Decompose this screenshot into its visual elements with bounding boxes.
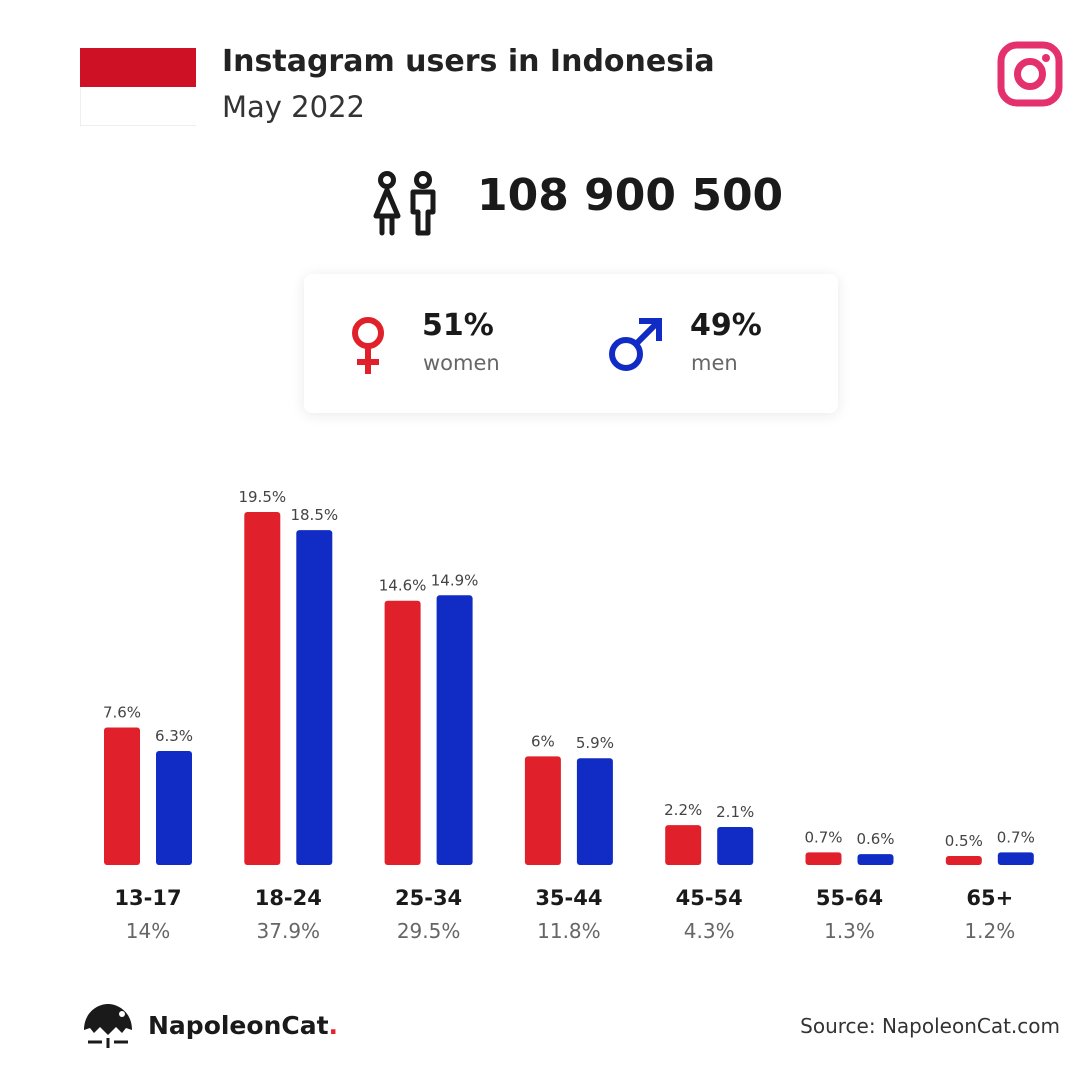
age-group-total: 1.3%: [824, 919, 875, 943]
bar-value-label: 6.3%: [155, 727, 193, 745]
bar-value-label: 5.9%: [576, 734, 614, 752]
indonesia-flag-icon: [80, 48, 196, 126]
bar-women-25-34: [384, 600, 421, 865]
bar-value-label: 14.9%: [431, 571, 479, 589]
bar-men-55-64: [857, 854, 894, 865]
men-label: men: [691, 351, 738, 375]
age-group-total: 1.2%: [964, 919, 1015, 943]
brand-name: NapoleonCat.: [148, 1011, 339, 1040]
bar-value-label: 0.7%: [997, 828, 1035, 846]
bar-women-18-24: [244, 512, 281, 865]
age-group-total: 14%: [126, 919, 170, 943]
age-group-total: 37.9%: [257, 919, 321, 943]
bar-men-25-34: [436, 595, 473, 865]
bar-men-18-24: [296, 530, 333, 865]
age-group-label: 18-24: [255, 886, 322, 910]
instagram-icon: [997, 41, 1063, 107]
total-users: 108 900 500: [477, 170, 784, 221]
age-group-total: 29.5%: [397, 919, 461, 943]
male-symbol-icon: [609, 318, 662, 371]
age-group-label: 55-64: [816, 886, 883, 910]
men-percent: 49%: [690, 308, 762, 343]
bar-value-label: 0.5%: [945, 832, 983, 850]
napoleoncat-logo-icon: [84, 1004, 132, 1048]
page-title: Instagram users in Indonesia: [222, 44, 715, 79]
bar-men-65+: [997, 852, 1034, 865]
page-subtitle: May 2022: [222, 90, 365, 124]
bar-value-label: 0.6%: [856, 830, 894, 848]
bar-men-35-44: [576, 758, 613, 865]
age-group-total: 4.3%: [684, 919, 735, 943]
bar-women-55-64: [805, 852, 842, 865]
bar-men-45-54: [717, 826, 754, 865]
bar-women-13-17: [104, 727, 140, 865]
age-gender-bar-chart: 7.6% 6.3% 13-17 14% 19.5%18.5% 18-24 37.9% 14.6…: [103, 488, 1035, 943]
bar-value-label: 19.5%: [238, 488, 286, 506]
bar-value-label: 2.2%: [664, 801, 702, 819]
bar-value-label: 7.6%: [103, 703, 141, 721]
source-text: Source: NapoleonCat.com: [800, 1014, 1060, 1038]
female-symbol-icon: [352, 317, 384, 374]
women-percent: 51%: [422, 308, 494, 343]
bar-value-label: 6%: [531, 732, 555, 750]
people-icon: [373, 171, 436, 236]
bar-women-45-54: [665, 825, 702, 865]
bar-value-label: 0.7%: [804, 828, 842, 846]
bar-women-65+: [945, 855, 982, 865]
age-group-total: 11.8%: [537, 919, 601, 943]
bar-value-label: 14.6%: [379, 577, 427, 595]
age-group-label: 25-34: [395, 886, 462, 910]
age-group-label: 65+: [966, 886, 1013, 910]
bar-men-13-17: [156, 750, 192, 865]
age-group-label: 45-54: [676, 886, 743, 910]
bar-value-label: 2.1%: [716, 803, 754, 821]
age-group-label: 13-17: [114, 886, 181, 910]
bar-women-35-44: [524, 756, 561, 865]
women-label: women: [423, 351, 500, 375]
bar-value-label: 18.5%: [290, 506, 338, 524]
gender-card: 51% women 49% men: [304, 274, 838, 413]
age-group-label: 35-44: [535, 886, 602, 910]
